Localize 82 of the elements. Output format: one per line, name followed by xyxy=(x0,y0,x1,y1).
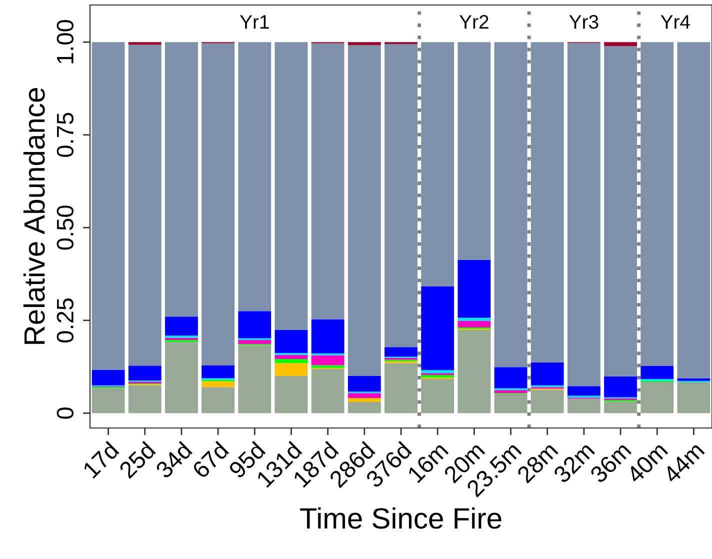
bar xyxy=(348,376,381,392)
bar xyxy=(677,382,710,414)
bar xyxy=(494,367,528,388)
bar xyxy=(677,378,710,381)
bar xyxy=(640,382,674,414)
bar xyxy=(274,330,308,354)
bar xyxy=(604,376,637,398)
bar xyxy=(604,42,637,46)
bar xyxy=(165,316,198,336)
y-tick-label: 0.25 xyxy=(56,298,74,342)
bar xyxy=(128,44,162,366)
bar xyxy=(567,386,600,396)
bar xyxy=(494,390,528,394)
bar xyxy=(421,286,454,370)
bar xyxy=(421,370,454,374)
bar xyxy=(530,42,564,362)
bar xyxy=(202,387,235,414)
bar xyxy=(238,340,272,344)
bar xyxy=(421,374,454,378)
bar xyxy=(421,42,454,286)
bar xyxy=(238,311,272,338)
bar xyxy=(274,376,308,414)
bar xyxy=(494,394,528,414)
bar xyxy=(458,330,491,414)
bar xyxy=(604,402,637,414)
bar xyxy=(458,42,491,260)
bar xyxy=(202,365,235,378)
bar xyxy=(348,402,381,414)
y-tick-label: 1.00 xyxy=(56,20,74,64)
y-tick-label: 0 xyxy=(56,408,74,419)
bar xyxy=(348,393,381,398)
x-tick-label: 67d xyxy=(191,440,230,480)
bar xyxy=(165,42,198,317)
bar xyxy=(274,363,308,376)
bar xyxy=(384,363,418,414)
bar xyxy=(458,318,491,321)
bar xyxy=(311,355,344,366)
bar xyxy=(640,366,674,380)
bar xyxy=(530,390,564,414)
x-tick-label: 17d xyxy=(82,440,120,479)
bar xyxy=(311,369,344,414)
bar xyxy=(92,42,125,370)
bar xyxy=(274,354,308,359)
bar xyxy=(348,42,381,46)
bar xyxy=(202,381,235,388)
annotation: Yr2 xyxy=(459,15,488,29)
y-tick-label: 0.50 xyxy=(56,206,74,250)
bar xyxy=(604,46,637,376)
bar xyxy=(567,398,600,414)
bar xyxy=(458,260,491,318)
bar xyxy=(384,347,418,357)
annotation: Yr1 xyxy=(240,15,269,29)
bar xyxy=(421,379,454,414)
bar xyxy=(677,42,710,378)
bar xyxy=(274,358,308,364)
bar xyxy=(128,42,162,45)
y-tick-label: 0.75 xyxy=(56,112,74,157)
bar xyxy=(165,342,198,414)
bar xyxy=(165,338,198,340)
bar xyxy=(348,398,381,402)
bar xyxy=(92,370,125,386)
bar xyxy=(458,320,491,328)
x-axis-title: Time Since Fire xyxy=(300,507,502,529)
bar xyxy=(567,42,600,386)
bar xyxy=(384,44,418,348)
bar xyxy=(348,45,381,376)
bar xyxy=(640,42,674,366)
bar xyxy=(311,319,344,354)
bar xyxy=(494,42,528,368)
bar xyxy=(311,43,344,320)
bar xyxy=(92,388,125,414)
annotation: Yr3 xyxy=(569,15,598,29)
bar xyxy=(202,43,235,366)
annotation: Yr4 xyxy=(660,15,690,29)
bar xyxy=(274,42,308,330)
bar xyxy=(128,366,162,381)
bar xyxy=(311,365,344,368)
bar xyxy=(238,345,272,414)
bar xyxy=(530,362,564,386)
bar xyxy=(128,385,162,414)
y-axis-title: Relative Abundance xyxy=(23,88,45,344)
bar xyxy=(238,42,272,312)
